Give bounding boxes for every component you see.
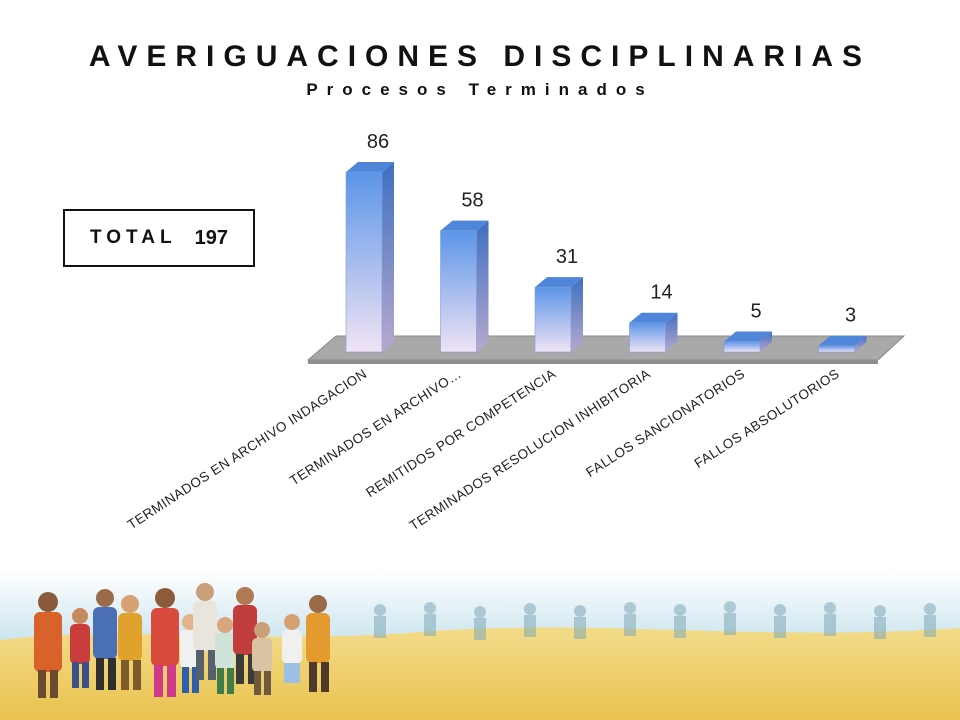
chart-subtitle: Procesos Terminados [306,80,654,99]
data-label: 86 [367,131,389,153]
bar-top [724,331,772,342]
data-label: 5 [750,301,761,323]
bar [345,171,383,353]
data-label: 58 [461,190,483,212]
category-label: FALLOS SANCIONATORIOS [583,366,747,480]
total-box: TOTAL 197 [63,209,255,267]
total-label: TOTAL [90,227,177,248]
chart-floor-edge [308,360,878,364]
category-label: TERMINADOS EN ARCHIVO… [287,366,464,488]
bar-top [818,335,867,346]
bar [440,230,477,353]
chart-title: AVERIGUACIONES DISCIPLINARIAS [88,40,872,73]
bar-side [760,331,772,352]
data-label: 31 [556,246,578,268]
bar-side [382,162,394,352]
bar [723,341,761,353]
bar-side [665,312,678,352]
chart-floor [306,335,906,361]
data-label: 14 [650,282,672,304]
bar-side [476,220,489,352]
bar [534,286,572,353]
bar-side [571,277,583,352]
crowd-illustration [0,570,960,720]
data-label: 3 [845,305,856,327]
bar-top [629,312,678,323]
bar-top [346,162,394,172]
bar [818,345,855,353]
category-label: REMITIDOS POR COMPETENCIA [363,366,558,500]
bar-side [854,335,867,352]
bar-top [535,277,583,288]
bar [629,322,666,353]
bar-top [440,220,489,231]
total-value: 197 [194,226,228,249]
